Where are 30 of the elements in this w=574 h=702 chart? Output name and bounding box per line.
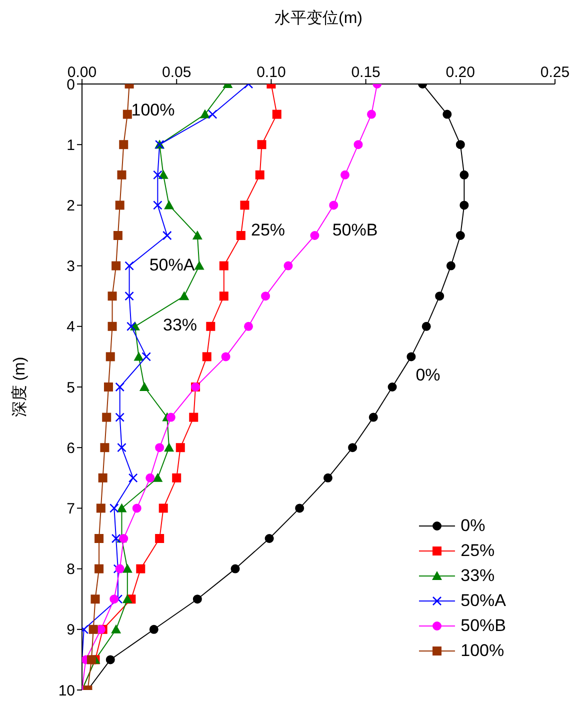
y-tick-label: 6	[66, 440, 75, 457]
legend-label: 0%	[460, 516, 486, 536]
annotation: 100%	[131, 100, 175, 120]
annotation: 25%	[250, 220, 286, 240]
annotation: 0%	[416, 366, 440, 384]
y-tick-label: 0	[66, 76, 75, 94]
y-tick-label: 3	[66, 258, 75, 276]
y-tick-label: 1	[66, 136, 75, 154]
y-tick-label: 8	[66, 561, 75, 578]
x-tick-label: 0.10	[256, 64, 286, 81]
annotation: 33%	[162, 316, 198, 334]
x-tick-label: 0.15	[351, 64, 380, 81]
x-tick-label: 0.05	[162, 64, 192, 81]
y-tick-label: 5	[66, 379, 75, 396]
y-tick-label: 7	[66, 500, 75, 518]
x-tick-label: 0.20	[446, 64, 475, 81]
legend-label: 50%A	[460, 590, 506, 610]
y-tick-label: 10	[58, 682, 75, 700]
legend-label: 100%	[460, 640, 504, 660]
y-tick-label: 4	[66, 318, 75, 336]
annotation: 50%A	[149, 256, 196, 274]
x-tick-label: 0.25	[540, 64, 570, 81]
legend-label: 50%B	[460, 616, 506, 636]
legend-label: 25%	[460, 540, 495, 560]
x-axis-title: 水平变位(m)	[274, 8, 364, 29]
annotation: 50%B	[332, 220, 378, 240]
y-tick-label: 2	[66, 198, 75, 215]
y-tick-label: 9	[66, 622, 75, 639]
y-axis-title: 深度 (m)	[10, 356, 30, 418]
legend-label: 33%	[460, 566, 495, 586]
